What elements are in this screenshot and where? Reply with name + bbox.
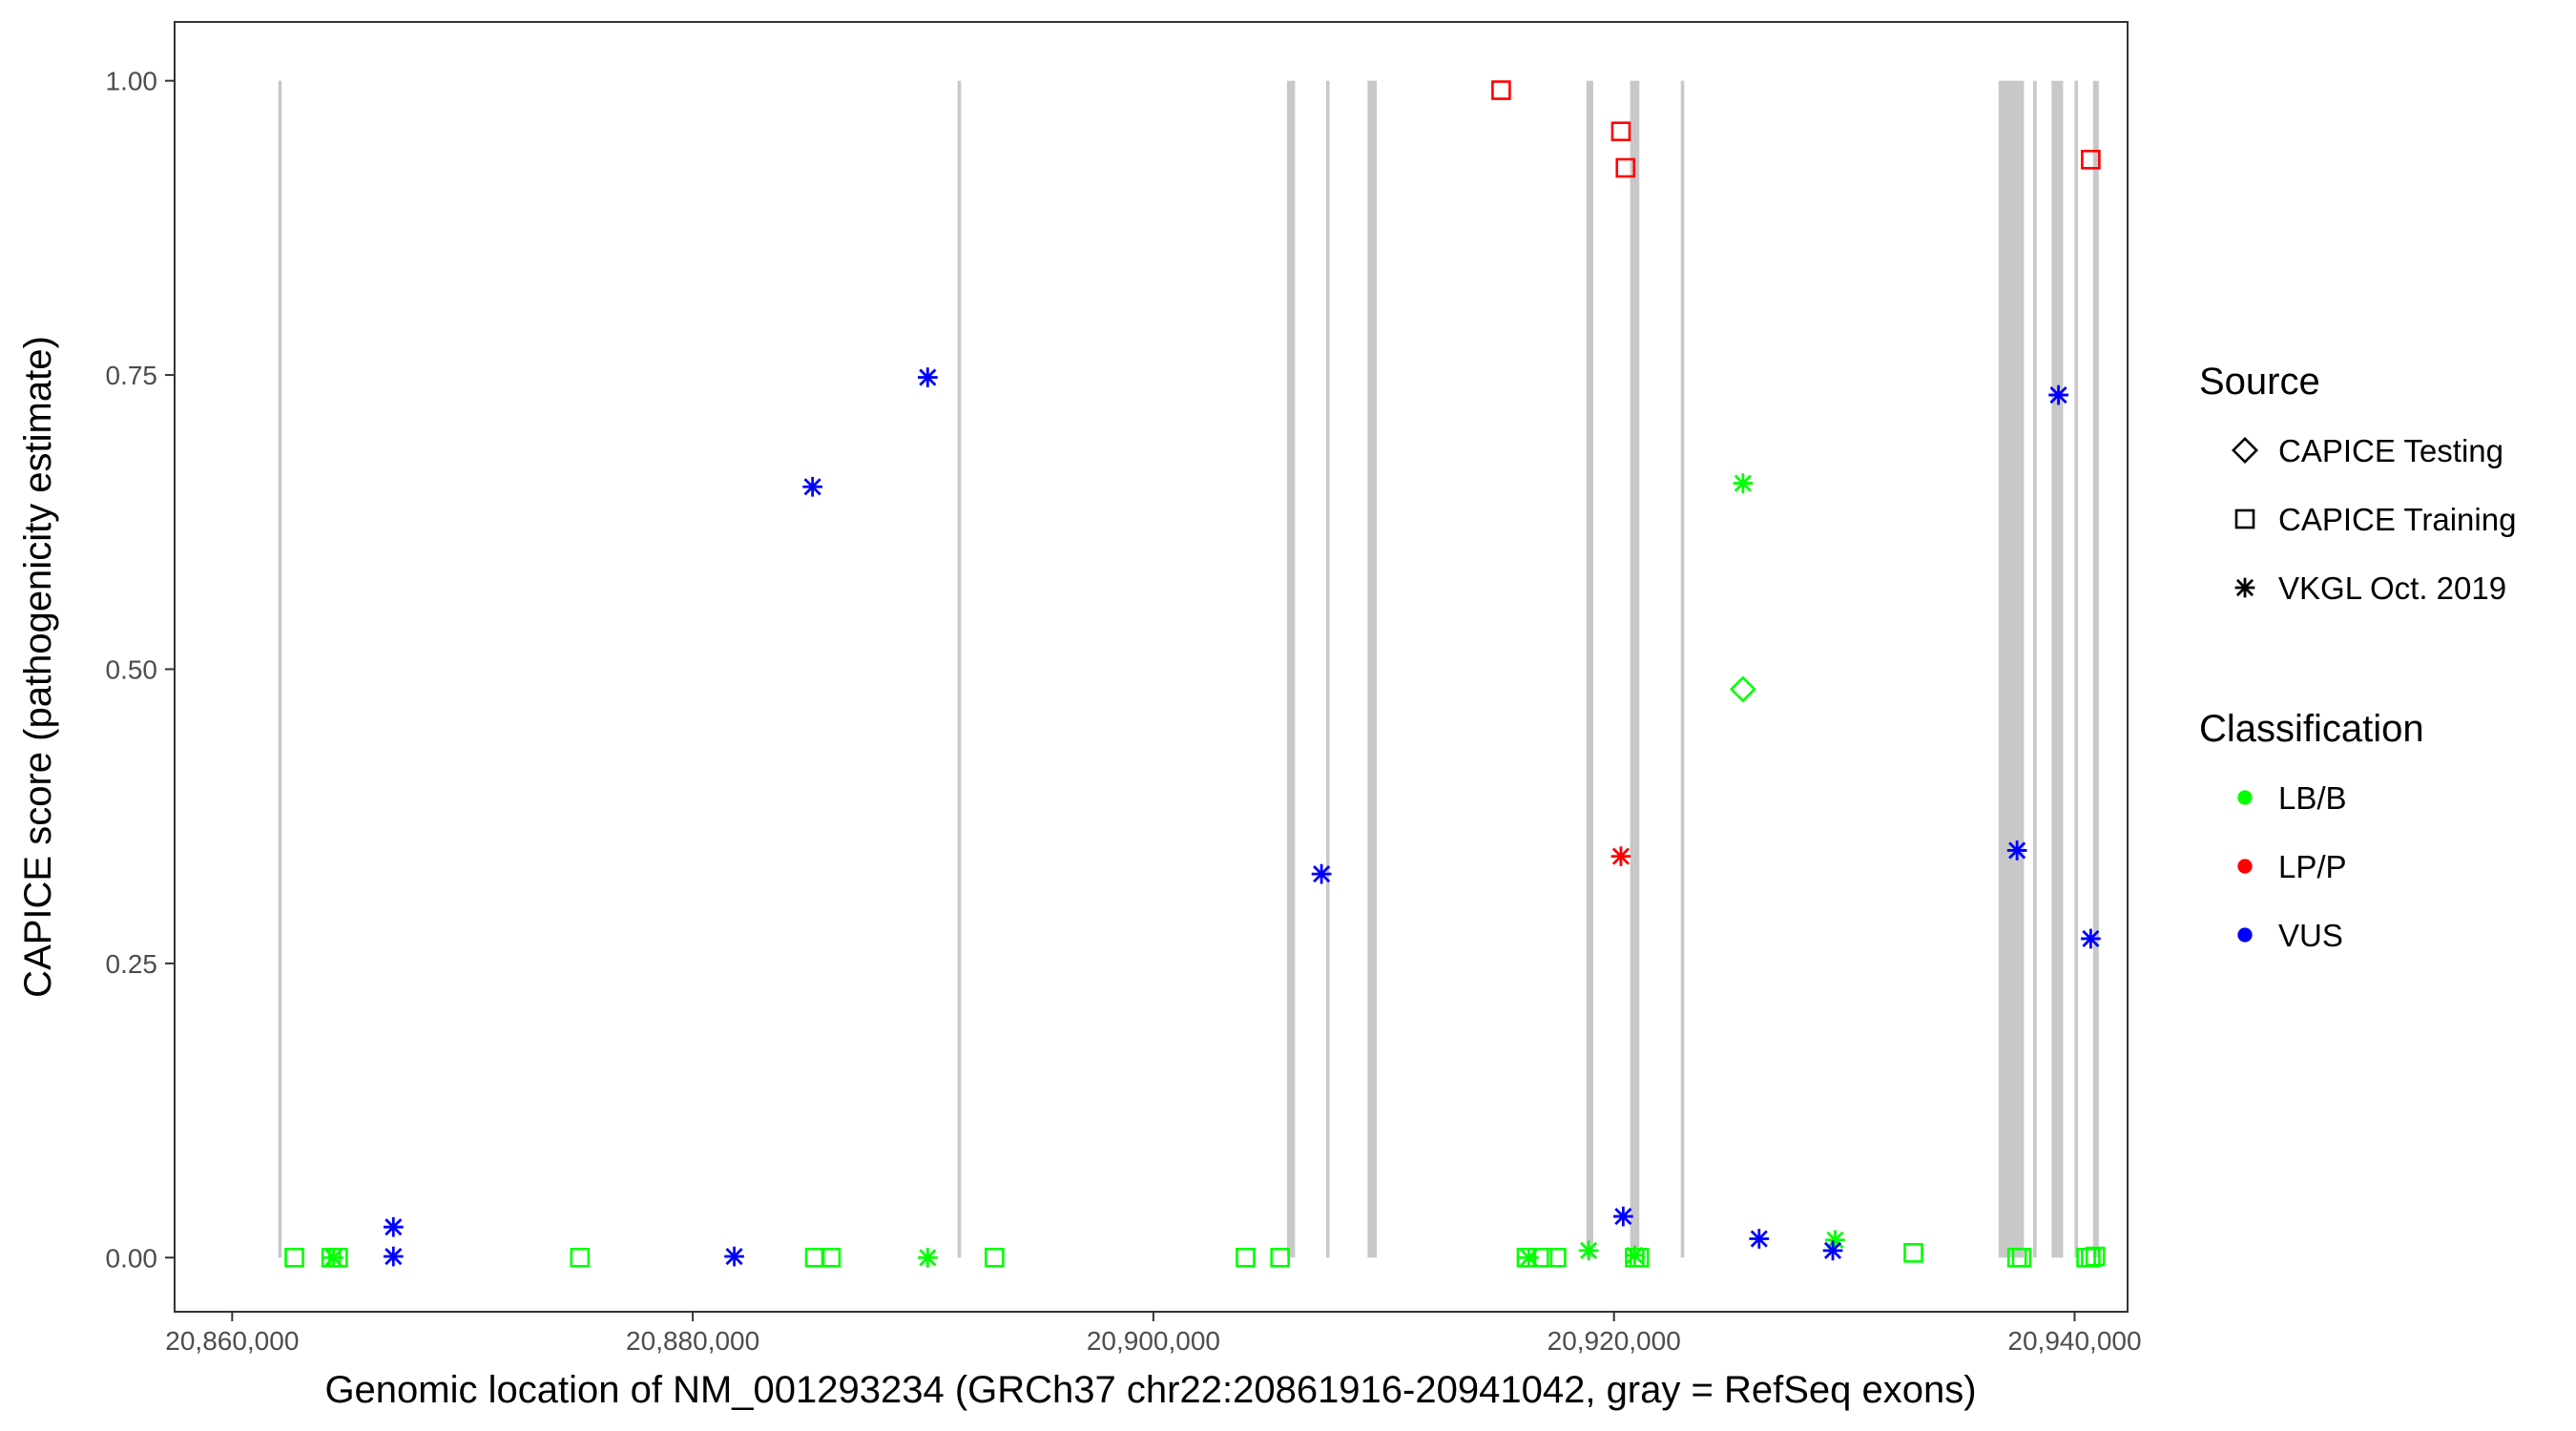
exon-band [1680, 80, 1685, 1258]
exon-band [1286, 80, 1296, 1258]
data-point [1270, 1247, 1290, 1268]
x-tick-label: 20,880,000 [626, 1326, 759, 1356]
legend-source-item: CAPICE Testing [2232, 433, 2503, 468]
exon-band [278, 80, 282, 1258]
legend-source-item: CAPICE Training [2234, 502, 2516, 537]
data-point [1311, 863, 1332, 884]
data-point [918, 367, 938, 387]
x-axis-title: Genomic location of NM_001293234 (GRCh37… [324, 1369, 1976, 1411]
data-point [724, 1246, 744, 1267]
y-tick-label: 0.25 [106, 949, 158, 979]
data-point [2081, 150, 2101, 170]
exon-band [2033, 80, 2037, 1258]
exon-band [2092, 80, 2099, 1258]
data-point [1236, 1247, 1256, 1268]
data-point [918, 1247, 938, 1268]
legend-key-dot [2237, 859, 2253, 874]
legend-source: Source CAPICE Testing CAPICE Training VKGL… [2199, 361, 2516, 606]
exon-band [2074, 80, 2079, 1258]
data-point [1519, 1247, 1539, 1268]
y-tick-label: 0.00 [106, 1243, 158, 1273]
data-point [1615, 157, 1636, 178]
exon-bands [278, 80, 2099, 1258]
legend-key-dot [2237, 790, 2253, 805]
data-point [1822, 1240, 1843, 1261]
y-tick-label: 0.50 [106, 654, 158, 684]
data-point [1733, 473, 1754, 493]
data-point [383, 1246, 404, 1267]
legend-classification: Classification LB/B LP/P VUS [2199, 708, 2424, 953]
legend-source-label: CAPICE Testing [2278, 433, 2503, 468]
data-point [821, 1247, 841, 1268]
y-axis-title: CAPICE score (pathogenicity estimate) [17, 336, 59, 998]
data-point [1491, 80, 1511, 100]
x-tick-label: 20,900,000 [1087, 1326, 1220, 1356]
y-tick-label: 1.00 [106, 67, 158, 96]
plot-panel-border [174, 21, 2129, 1313]
data-point [323, 1247, 343, 1268]
data-point [2081, 928, 2101, 949]
exon-band [1325, 80, 1330, 1258]
legend-classification-label: VUS [2278, 918, 2343, 953]
y-tick-label: 0.75 [106, 361, 158, 390]
legend-classification-label: LP/P [2278, 849, 2347, 884]
x-axis: 20,860,000 20,880,000 20,900,000 20,920,000… [165, 1312, 2142, 1356]
data-point [2011, 1247, 2032, 1268]
legend-classification-label: LB/B [2278, 780, 2347, 816]
data-point [985, 1247, 1005, 1268]
data-point [2006, 840, 2027, 861]
x-tick-label: 20,860,000 [165, 1326, 299, 1356]
legend-key-square [2234, 508, 2255, 529]
legend-key-diamond [2232, 437, 2258, 464]
x-tick-label: 20,940,000 [2007, 1326, 2141, 1356]
exon-band [1630, 80, 1640, 1258]
legend-classification-item: VUS [2237, 918, 2343, 953]
legend-classification-item: LP/P [2237, 849, 2347, 884]
legend-key-dot [2237, 927, 2253, 943]
data-point [383, 1216, 404, 1237]
data-point [1903, 1243, 1923, 1263]
data-point [1610, 121, 1631, 142]
data-point [1625, 1245, 1645, 1266]
legend-source-label: VKGL Oct. 2019 [2278, 570, 2506, 606]
data-point [802, 476, 823, 497]
data-point [284, 1247, 304, 1268]
legend-source-title: Source [2199, 361, 2320, 403]
data-point [1578, 1240, 1599, 1261]
data-point [1729, 675, 1756, 703]
data-point [2085, 1246, 2106, 1267]
data-point [1547, 1247, 1567, 1268]
x-tick-label: 20,920,000 [1548, 1326, 1681, 1356]
y-axis: 0.00 0.25 0.50 0.75 1.00 [106, 67, 175, 1273]
legend-source-label: CAPICE Training [2278, 502, 2516, 537]
legend-classification-item: LB/B [2237, 780, 2347, 816]
legend-key-asterisk [2234, 577, 2255, 598]
data-point [1613, 1206, 1633, 1227]
exon-band [957, 80, 962, 1258]
data-point [570, 1247, 591, 1268]
data-point [2048, 384, 2068, 405]
data-point [1749, 1229, 1770, 1249]
legend-classification-title: Classification [2199, 708, 2424, 750]
exon-band [1586, 80, 1593, 1258]
data-point [1610, 846, 1631, 866]
legend-source-item: VKGL Oct. 2019 [2234, 570, 2506, 606]
data-points [284, 80, 2106, 1268]
exon-band [2051, 80, 2064, 1258]
exon-band [1998, 80, 2025, 1258]
exon-band [1367, 80, 1378, 1258]
